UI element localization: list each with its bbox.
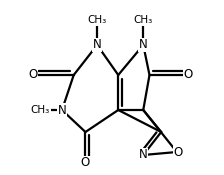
Text: O: O xyxy=(28,68,38,82)
Text: CH₃: CH₃ xyxy=(30,105,50,115)
Text: N: N xyxy=(139,38,148,51)
Text: O: O xyxy=(183,68,192,82)
Text: N: N xyxy=(58,103,66,117)
Text: CH₃: CH₃ xyxy=(134,15,153,25)
Text: CH₃: CH₃ xyxy=(88,15,107,25)
Text: N: N xyxy=(139,149,148,162)
Text: O: O xyxy=(81,156,90,169)
Text: O: O xyxy=(173,145,182,159)
Text: N: N xyxy=(93,38,101,51)
